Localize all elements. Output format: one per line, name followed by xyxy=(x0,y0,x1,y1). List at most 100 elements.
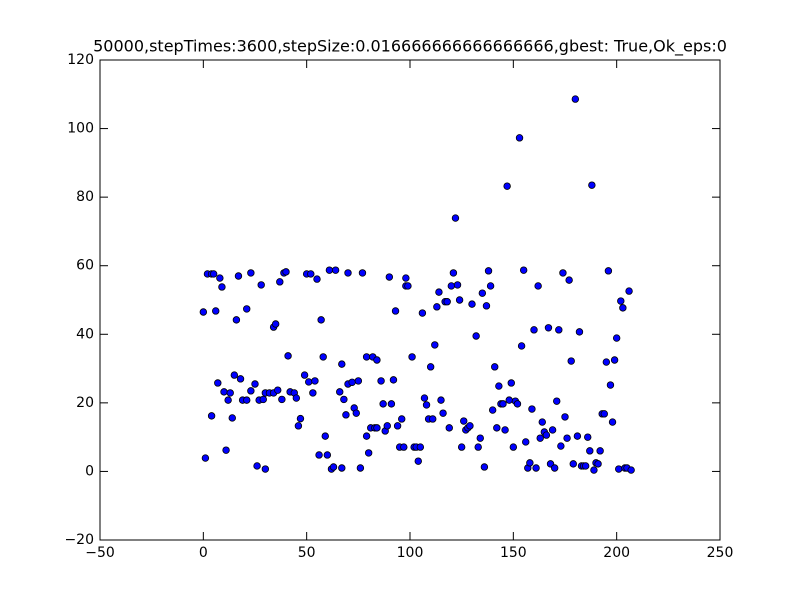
point xyxy=(331,266,340,274)
point xyxy=(232,316,241,324)
point xyxy=(453,281,462,289)
point xyxy=(522,438,530,446)
point xyxy=(398,415,406,423)
y-tick-label: 60 xyxy=(76,258,94,274)
point xyxy=(422,401,431,409)
point xyxy=(491,363,499,371)
point xyxy=(342,411,350,419)
point xyxy=(472,332,480,340)
point xyxy=(449,269,458,277)
point xyxy=(563,434,571,442)
point xyxy=(247,387,255,395)
point xyxy=(296,414,305,423)
point xyxy=(276,278,284,286)
point xyxy=(383,422,391,430)
point xyxy=(486,282,495,290)
point xyxy=(209,270,218,278)
point xyxy=(212,307,220,315)
y-tick-label: 40 xyxy=(76,326,94,342)
point xyxy=(253,462,261,470)
point xyxy=(544,324,553,332)
point xyxy=(321,432,329,440)
point xyxy=(323,451,332,459)
point xyxy=(561,413,569,421)
point xyxy=(404,282,412,290)
point xyxy=(526,459,534,467)
point xyxy=(433,303,441,311)
point xyxy=(234,272,243,280)
point xyxy=(534,282,542,290)
x-tick-label: 0 xyxy=(199,545,208,561)
point xyxy=(612,334,621,342)
point xyxy=(362,432,371,440)
point xyxy=(596,447,604,455)
point xyxy=(495,382,503,390)
point xyxy=(274,386,282,394)
point xyxy=(431,341,439,349)
point xyxy=(625,287,633,295)
point xyxy=(619,304,627,312)
point xyxy=(439,409,447,417)
point xyxy=(414,457,422,465)
point xyxy=(352,409,360,417)
point xyxy=(344,269,352,277)
point xyxy=(505,396,513,404)
point xyxy=(584,433,592,441)
point xyxy=(507,379,515,387)
point xyxy=(230,371,239,379)
point xyxy=(214,379,222,387)
point xyxy=(542,431,551,439)
x-tick-label: 250 xyxy=(707,545,734,561)
x-tick-label: −50 xyxy=(85,545,115,561)
point xyxy=(606,381,615,389)
point xyxy=(590,466,598,474)
point xyxy=(356,464,365,472)
point xyxy=(482,302,491,310)
point xyxy=(251,380,259,388)
point xyxy=(218,283,226,291)
point xyxy=(325,266,334,274)
point xyxy=(437,396,445,404)
point xyxy=(451,214,460,222)
point xyxy=(271,320,280,328)
point xyxy=(224,396,232,404)
point xyxy=(615,465,623,473)
point xyxy=(379,400,387,408)
y-tick-label: 120 xyxy=(67,52,94,68)
point xyxy=(278,395,286,404)
point xyxy=(594,460,602,468)
point xyxy=(476,434,484,442)
point xyxy=(588,181,596,189)
point xyxy=(338,464,346,472)
point xyxy=(555,326,563,334)
point xyxy=(300,371,309,379)
point xyxy=(573,432,582,440)
point xyxy=(216,274,224,282)
point xyxy=(581,462,590,470)
point xyxy=(493,424,501,432)
y-tick-label: 0 xyxy=(85,463,94,479)
point xyxy=(617,297,625,305)
point xyxy=(538,418,546,426)
point xyxy=(340,395,348,404)
point xyxy=(435,288,443,296)
point xyxy=(329,463,338,471)
point xyxy=(294,422,303,430)
point xyxy=(513,400,522,408)
point xyxy=(402,274,410,282)
point xyxy=(307,270,315,278)
point xyxy=(586,447,594,455)
point xyxy=(228,414,236,422)
point xyxy=(309,389,317,397)
point xyxy=(550,464,559,472)
point xyxy=(474,443,482,451)
x-tick-label: 100 xyxy=(397,545,424,561)
point xyxy=(429,415,437,423)
point xyxy=(362,353,371,361)
point xyxy=(377,377,385,385)
point xyxy=(557,442,565,450)
point xyxy=(226,389,234,397)
